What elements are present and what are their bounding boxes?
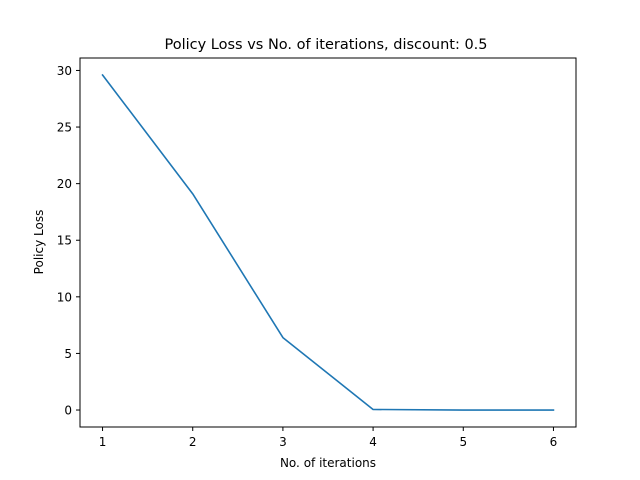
y-tick-label: 5 <box>64 347 72 361</box>
y-axis-label: Policy Loss <box>32 210 46 275</box>
y-tick-label: 15 <box>57 234 72 248</box>
x-tick-label: 3 <box>279 435 287 449</box>
y-tick-label: 10 <box>57 290 72 304</box>
x-tick-label: 1 <box>99 435 107 449</box>
y-tick-label: 25 <box>57 121 72 135</box>
chart-title: Policy Loss vs No. of iterations, discou… <box>164 37 487 53</box>
plot-frame <box>79 57 577 428</box>
series-line <box>101 73 555 411</box>
y-tick-label: 30 <box>57 64 72 78</box>
x-tick-label: 2 <box>189 435 197 449</box>
x-tick-label: 4 <box>369 435 377 449</box>
x-tick-label: 6 <box>550 435 558 449</box>
y-tick-label: 20 <box>57 177 72 191</box>
y-axis: 0 5 10 15 20 25 30 <box>57 64 80 418</box>
plot-area <box>101 73 555 411</box>
x-axis-label: No. of iterations <box>280 456 376 470</box>
x-tick-label: 5 <box>459 435 467 449</box>
x-axis: 1 2 3 4 5 6 <box>99 427 558 449</box>
y-tick-label: 0 <box>64 404 72 418</box>
